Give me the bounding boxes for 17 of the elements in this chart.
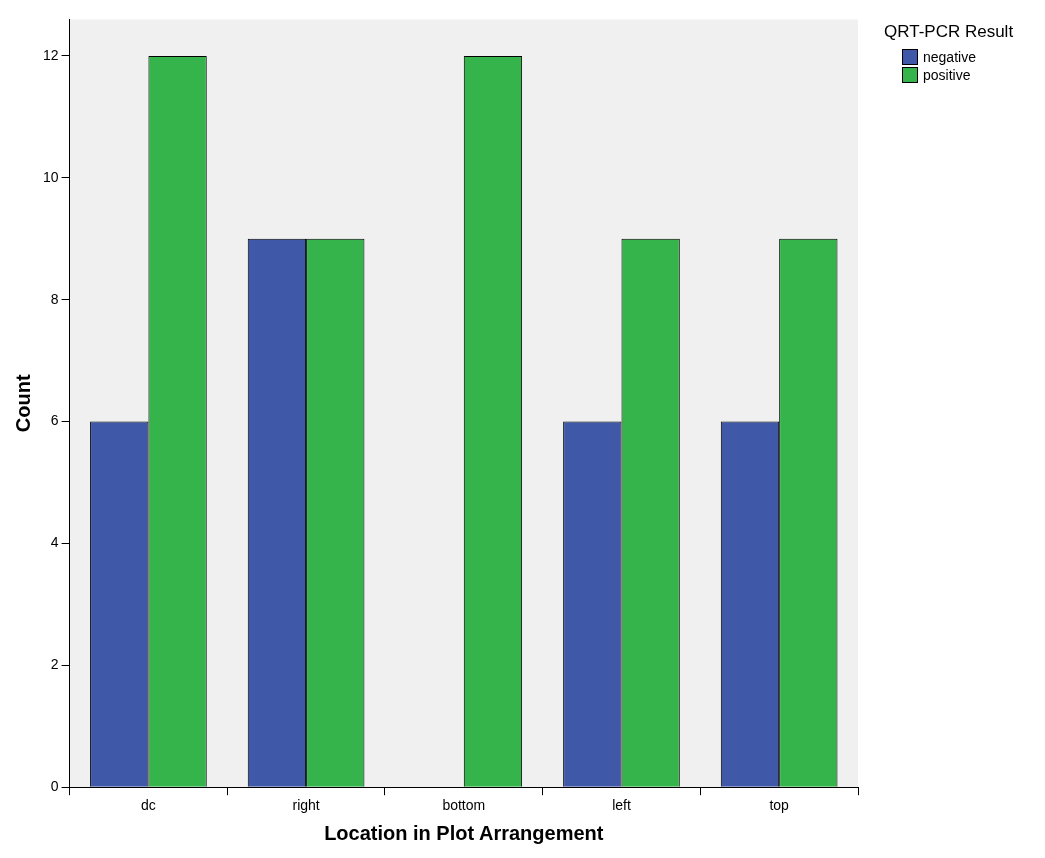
y-tick-label: 0	[50, 778, 59, 795]
y-tick-label: 12	[42, 46, 59, 63]
legend-label: positive	[923, 67, 971, 83]
y-tick-label: 8	[50, 290, 59, 307]
x-tick-label: right	[292, 797, 320, 814]
x-axis-title: Location in Plot Arrangement	[324, 821, 604, 844]
y-tick-label: 6	[50, 412, 59, 429]
legend-title: QRT-PCR Result	[884, 22, 1015, 42]
x-tick-label: left	[612, 797, 631, 814]
x-tick-label: bottom	[442, 797, 486, 814]
x-tick-label: dc	[141, 797, 156, 814]
y-tick-label: 10	[42, 168, 59, 185]
y-tick-label: 4	[50, 534, 59, 551]
y-tick-label: 2	[50, 656, 59, 673]
x-tick-label: top	[769, 797, 790, 814]
legend-label: negative	[923, 49, 976, 65]
y-axis-title: Count	[11, 374, 34, 433]
